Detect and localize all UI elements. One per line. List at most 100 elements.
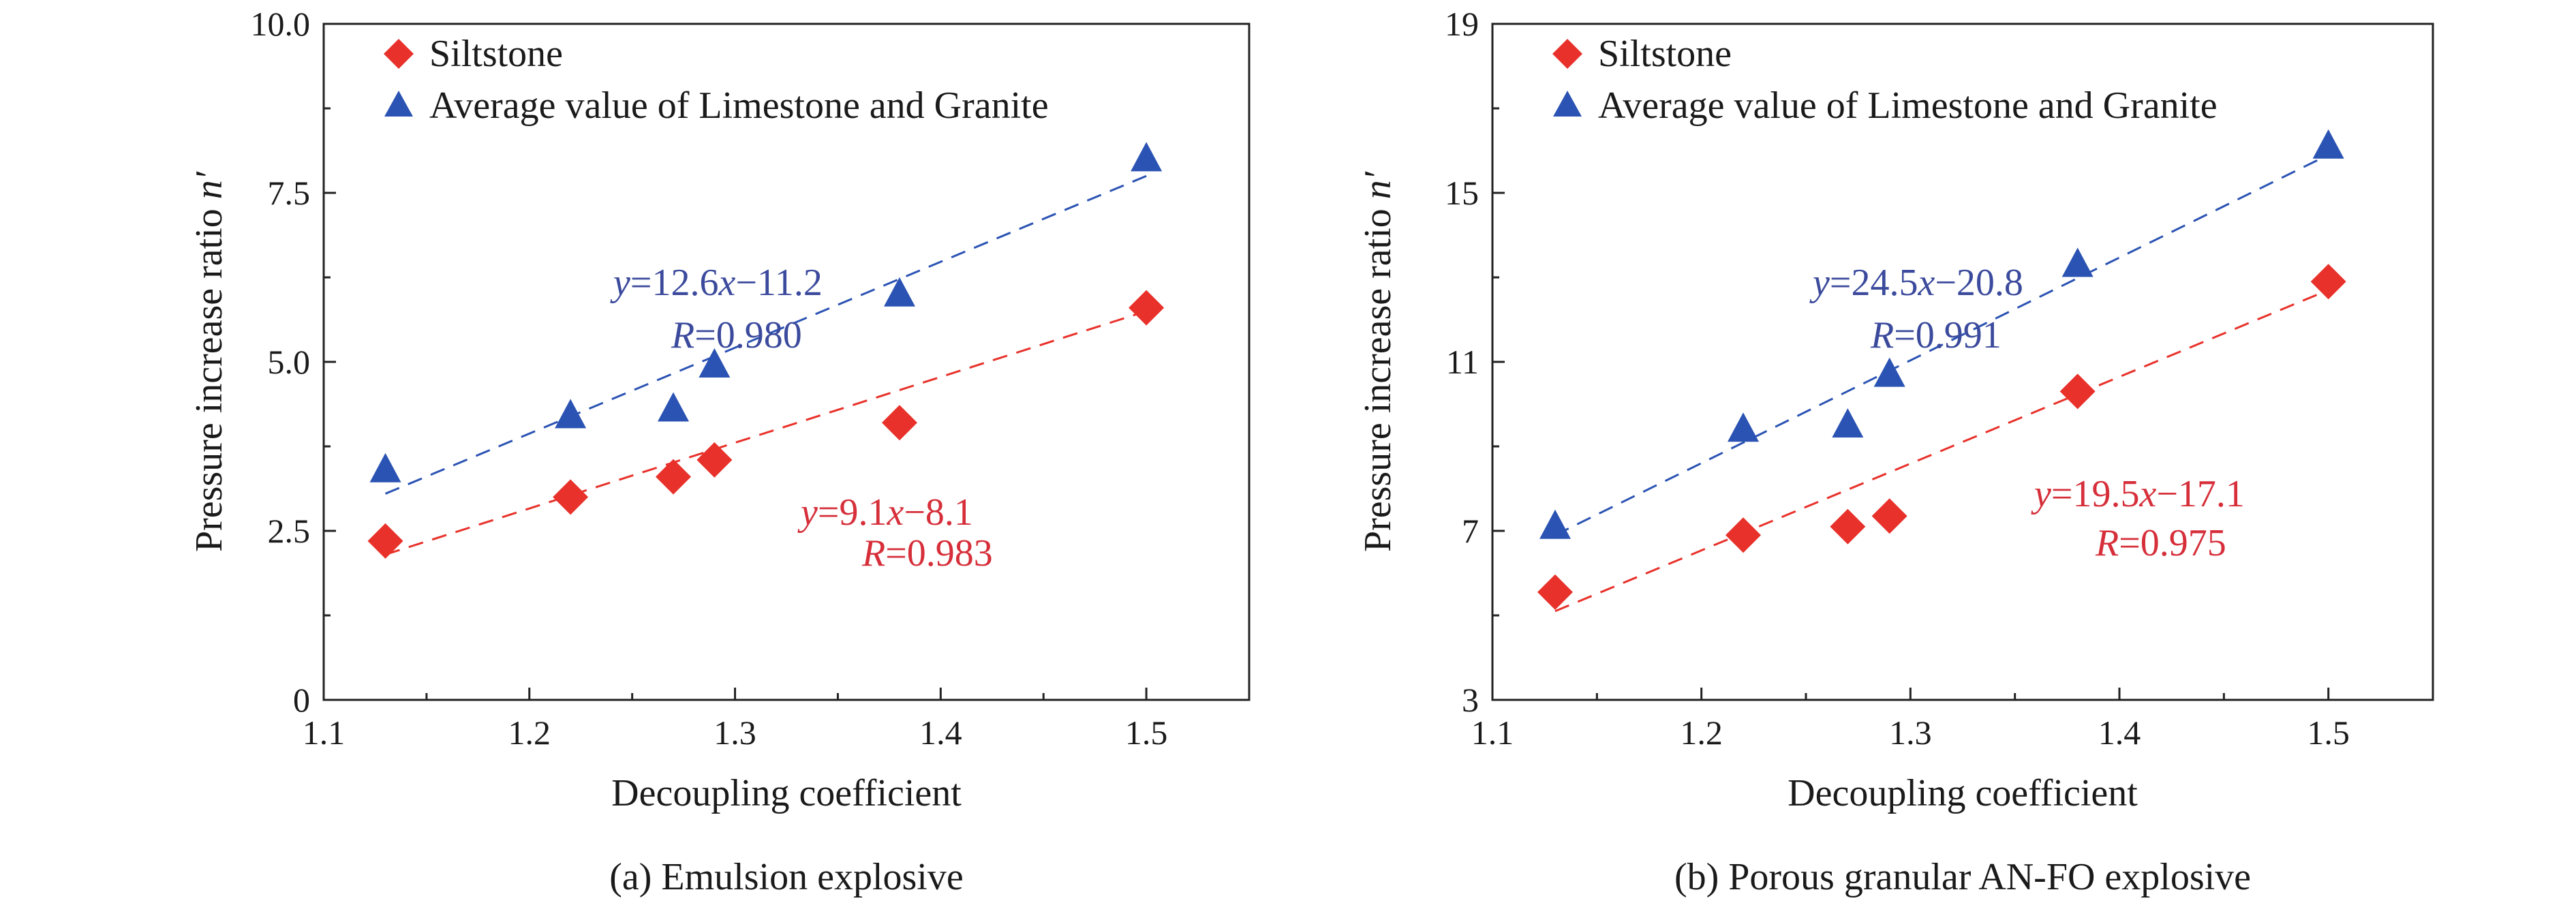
data-point-triangle [1873,357,1905,387]
y-axis-label: Pressure increase ratio n′ [188,171,230,552]
y-tick-label: 10.0 [251,5,311,43]
y-tick-label: 7.5 [268,174,311,212]
eq-mid: =24.5 [1830,262,1918,304]
x-axis-label: Decoupling coefficient [611,772,962,814]
chart-panel-1: 1.1 1.2 1.3 1.4 1.5 0 2.5 5.0 7.5 10.0 Decoupling … [188,5,1251,898]
fit-line [385,310,1147,556]
fit-line [1554,153,2329,536]
y-tick-label: 7 [1462,512,1479,550]
eq-var2: x [718,262,735,304]
x-tick-label: 1.2 [508,714,551,752]
eq-var: y [797,491,818,534]
data-point-diamond [1726,517,1761,553]
x-axis-label: Decoupling coefficient [1788,772,2138,814]
data-point-diamond [696,442,733,478]
data-point-triangle [1131,142,1163,172]
data-point-diamond [1129,290,1165,326]
y-tick-label: 5.0 [268,343,311,381]
data-point-diamond [553,479,589,515]
eq-mid: =12.6 [630,262,719,304]
data-point-diamond [1830,508,1866,544]
data-point-diamond [2310,264,2346,300]
y-axis-label-variable: n′ [188,171,230,199]
r-num: =0.975 [2119,522,2226,564]
eq-var: y [610,262,630,304]
y-axis-label: Pressure increase ratio n′ [1357,171,1399,552]
fit-r-value: R=0.980 [671,314,802,356]
eq-tail: −17.1 [2156,473,2245,515]
r-var: R [671,314,694,356]
fit-equation: y=9.1x−8.1 [797,491,973,534]
x-tick-label: 1.4 [919,714,962,752]
eq-var2: x [2138,473,2156,515]
y-tick-label: 19 [1445,5,1479,43]
eq-mid: =19.5 [2051,473,2140,515]
x-tick-label: 1.3 [1889,714,1932,752]
eq-var: y [2031,473,2051,515]
eq-tail: −8.1 [904,491,973,534]
data-point-triangle [883,277,915,307]
data-point-triangle [555,399,587,429]
fit-equation: y=12.6x−11.2 [610,262,823,304]
fit-r-value: R=0.991 [1870,314,2002,356]
legend-label: Siltstone [1598,33,1732,75]
legend-triangle [1553,91,1582,117]
data-point-diamond [367,523,403,559]
x-tick-label: 1.3 [714,714,756,752]
data-point-diamond [1871,498,1907,534]
y-tick-label: 3 [1462,681,1479,719]
data-point-triangle [2312,129,2344,159]
eq-tail: −20.8 [1935,262,2023,304]
x-tick-label: 1.5 [1125,714,1168,752]
data-point-diamond [881,405,917,441]
data-point-triangle [658,392,690,422]
data-point-diamond [2059,373,2096,410]
y-axis-label-variable: n′ [1357,171,1399,199]
fit-equation: y=19.5x−17.1 [2031,473,2245,515]
data-point-triangle [1832,408,1864,438]
fit-r-value: R=0.983 [861,532,993,574]
legend-label: Average value of Limestone and Granite [429,85,1049,127]
r-num: =0.983 [885,532,993,574]
r-var: R [861,532,885,574]
eq-mid: =9.1 [818,491,887,534]
x-tick-label: 1.1 [1471,714,1514,752]
y-tick-label: 0 [293,681,310,719]
eq-var2: x [886,491,904,534]
data-point-triangle [699,348,731,378]
y-axis-label-main: Pressure increase ratio [188,199,230,552]
legend-label: Average value of Limestone and Granite [1598,85,2218,127]
y-axis-label-main: Pressure increase ratio [1357,199,1399,552]
eq-tail: −11.2 [735,262,823,304]
panel-caption: (b) Porous granular AN-FO explosive [1674,856,2251,898]
fit-line [384,174,1147,495]
fit-line [1554,289,2329,613]
data-point-triangle [1539,509,1571,539]
r-var: R [2095,522,2119,564]
data-point-triangle [369,452,401,482]
legend-diamond [1552,39,1582,69]
r-var: R [1870,314,1894,356]
y-tick-label: 11 [1446,343,1479,381]
r-num: =0.980 [694,314,802,356]
eq-var: y [1809,262,1830,304]
y-tick-label: 15 [1445,174,1479,212]
legend-diamond [384,39,414,69]
x-tick-label: 1.5 [2307,714,2350,752]
fit-r-value: R=0.975 [2095,522,2226,564]
r-num: =0.991 [1894,314,2002,356]
data-point-diamond [656,459,692,495]
panel-caption: (a) Emulsion explosive [609,856,963,898]
x-tick-label: 1.4 [2098,714,2141,752]
data-point-diamond [1537,574,1573,610]
data-point-triangle [1728,412,1759,442]
x-tick-label: 1.2 [1680,714,1723,752]
legend-triangle [384,91,413,117]
fit-equation: y=24.5x−20.8 [1809,262,2023,304]
legend-label: Siltstone [429,33,563,75]
x-tick-label: 1.1 [303,714,346,752]
data-point-triangle [2061,247,2094,277]
eq-var2: x [1917,262,1935,304]
y-tick-label: 2.5 [268,512,311,550]
